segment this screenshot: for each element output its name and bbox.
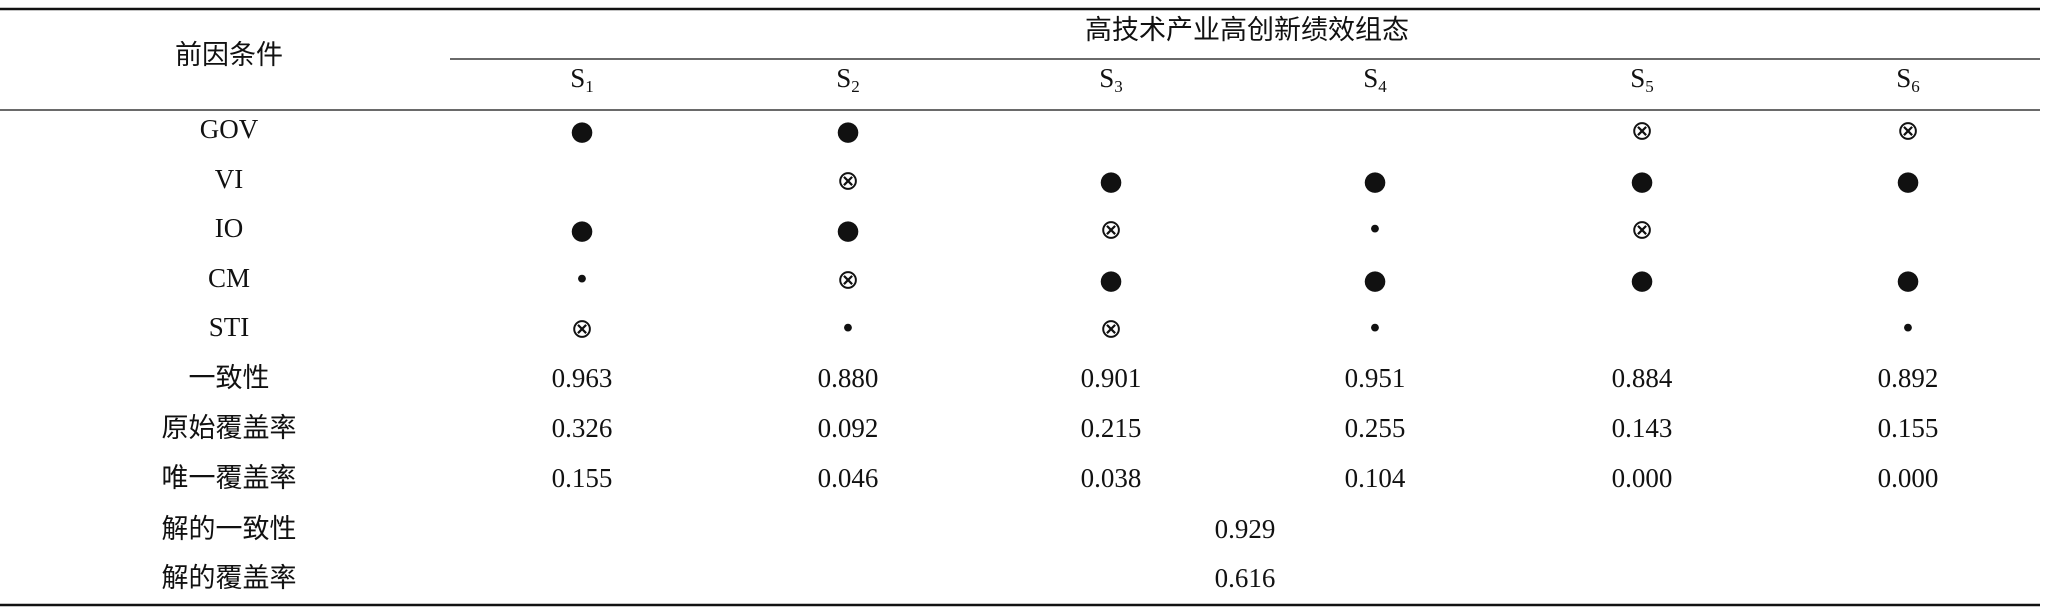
condition-symbol: • [1367,314,1383,345]
column-subscript: 1 [585,77,594,96]
metric-value: 0.951 [1345,363,1406,393]
metric-value: 0.143 [1612,413,1673,443]
metric-value: 0.104 [1345,463,1406,493]
row-label: GOV [200,114,259,144]
metric-value: 0.092 [818,413,879,443]
column-name: S [1896,63,1911,93]
condition-symbol: ⊗ [1631,215,1654,246]
row-label: IO [215,213,244,243]
metric-value: 0.901 [1081,363,1142,393]
solution-value: 0.929 [1215,514,1276,544]
metric-value: 0.215 [1081,413,1142,443]
row-label: 原始覆盖率 [162,413,297,443]
column-header: S1 [570,63,594,96]
condition-symbol: • [574,265,590,296]
condition-symbol: ● [570,215,594,246]
condition-symbol: ● [1630,265,1654,296]
solution-label: 解的覆盖率 [162,563,297,593]
condition-symbol: • [1900,314,1916,345]
column-name: S [1099,63,1114,93]
row-label: VI [215,164,244,194]
column-subscript: 4 [1378,77,1387,96]
row-label: CM [208,263,250,293]
condition-symbol: ⊗ [1631,116,1654,147]
column-header: S2 [836,63,860,96]
condition-symbol: ⊗ [1100,314,1123,345]
condition-symbol: ● [836,116,860,147]
solution-label: 解的一致性 [162,514,297,544]
metric-value: 0.880 [818,363,879,393]
metric-value: 0.255 [1345,413,1406,443]
condition-symbol: ● [1630,166,1654,197]
condition-symbol: ● [1099,166,1123,197]
metric-value: 0.884 [1612,363,1673,393]
metric-value: 0.038 [1081,463,1142,493]
column-header: S3 [1099,63,1123,96]
column-subscript: 5 [1645,77,1654,96]
column-name: S [570,63,585,93]
condition-symbol: ⊗ [837,166,860,197]
condition-symbol: ⊗ [571,314,594,345]
column-name: S [1363,63,1378,93]
condition-symbol: ● [1099,265,1123,296]
metric-value: 0.000 [1878,463,1939,493]
column-subscript: 6 [1911,77,1920,96]
metric-value: 0.963 [552,363,613,393]
column-header: S5 [1630,63,1654,96]
condition-symbol: ● [1363,265,1387,296]
column-name: S [836,63,851,93]
metric-value: 0.892 [1878,363,1939,393]
metric-value: 0.046 [818,463,879,493]
condition-symbol: ● [1363,166,1387,197]
group-title: 高技术产业高创新绩效组态 [1085,15,1409,45]
metric-value: 0.155 [552,463,613,493]
condition-header: 前因条件 [175,40,283,70]
row-label: 一致性 [189,363,270,393]
condition-symbol: ⊗ [1897,116,1920,147]
condition-symbol: • [1367,215,1383,246]
column-header: S6 [1896,63,1920,96]
metric-value: 0.326 [552,413,613,443]
condition-symbol: ● [1896,265,1920,296]
column-subscript: 3 [1114,77,1123,96]
condition-symbol: ● [1896,166,1920,197]
metric-value: 0.155 [1878,413,1939,443]
column-subscript: 2 [851,77,860,96]
column-name: S [1630,63,1645,93]
row-label: STI [209,312,250,342]
row-label: 唯一覆盖率 [162,463,297,493]
condition-symbol: ● [570,116,594,147]
condition-symbol: ⊗ [837,265,860,296]
column-header: S4 [1363,63,1387,96]
condition-symbol: • [840,314,856,345]
condition-symbol: ● [836,215,860,246]
metric-value: 0.000 [1612,463,1673,493]
condition-symbol: ⊗ [1100,215,1123,246]
solution-value: 0.616 [1215,563,1276,593]
